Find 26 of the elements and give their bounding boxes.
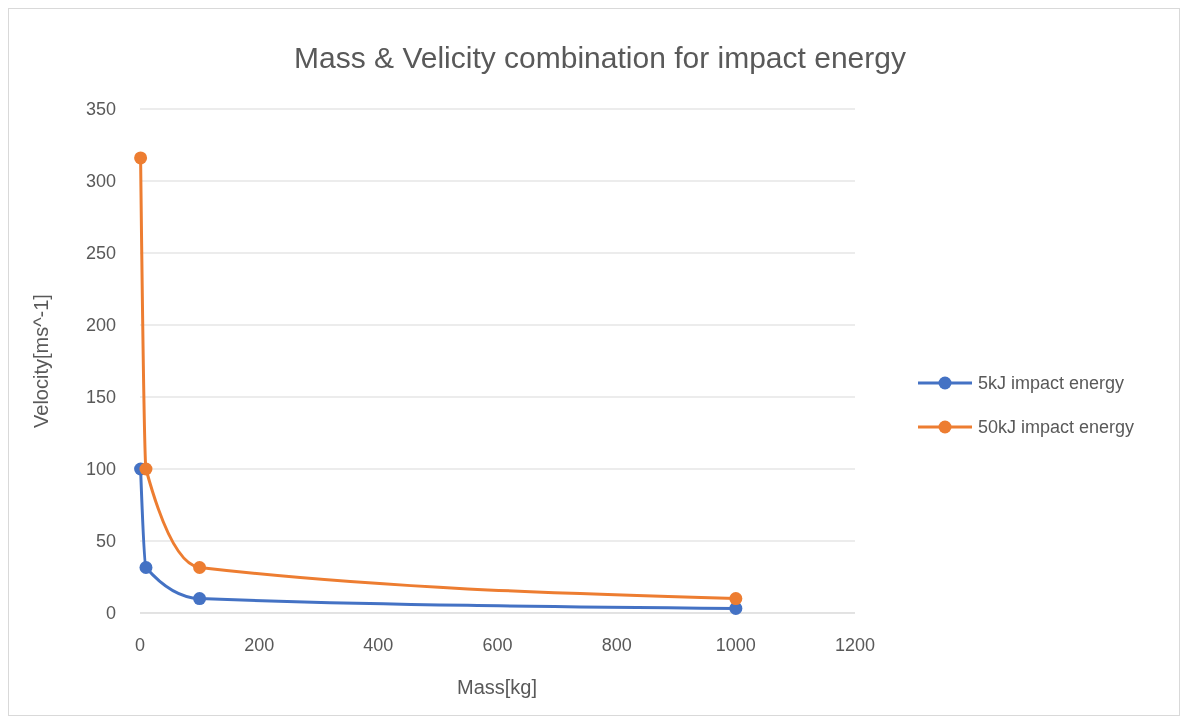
y-tick-label: 200 <box>85 315 116 336</box>
y-tick-label: 0 <box>105 603 116 624</box>
point <box>193 592 207 606</box>
point <box>134 151 148 165</box>
point <box>139 561 153 574</box>
x-tick-label: 400 <box>363 635 394 655</box>
x-tick-label: 800 <box>601 635 632 655</box>
legend-label: 5kJ impact energy <box>978 373 1125 394</box>
x-axis-title: Mass[kg] <box>456 676 538 698</box>
point <box>193 561 207 574</box>
point <box>139 462 153 476</box>
y-tick-label: 300 <box>85 171 116 192</box>
y-tick-label: 150 <box>85 387 116 408</box>
y-axis-title: Velocity[ms^-1] <box>30 294 52 428</box>
chart-title: Mass & Velicity combination for impact energy <box>294 41 906 74</box>
x-tick-label: 1200 <box>834 635 876 655</box>
point <box>729 592 743 606</box>
x-tick-label: 0 <box>134 635 146 655</box>
x-tick-label: 600 <box>482 635 513 655</box>
legend-label: 50kJ impact energy <box>978 417 1135 438</box>
y-tick-label: 250 <box>85 243 116 264</box>
x-tick-label: 1000 <box>715 635 756 655</box>
y-tick-label: 350 <box>85 99 116 120</box>
y-tick-label: 100 <box>85 459 116 480</box>
y-tick-label: 50 <box>95 531 116 552</box>
x-tick-label: 200 <box>244 635 275 655</box>
